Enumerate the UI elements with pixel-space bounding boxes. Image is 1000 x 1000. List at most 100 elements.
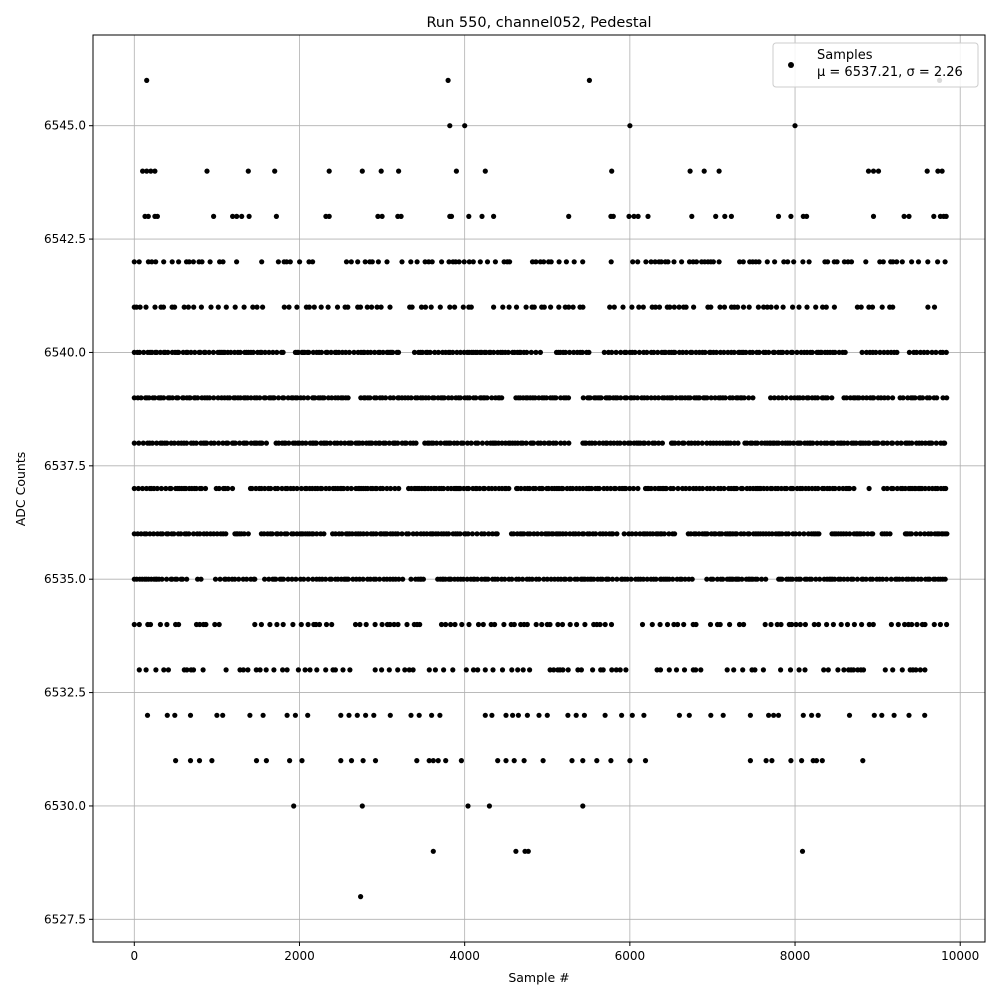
- data-point: [860, 667, 867, 673]
- data-point: [628, 576, 634, 582]
- data-point: [671, 304, 677, 310]
- data-point: [176, 621, 182, 628]
- data-point: [603, 531, 609, 537]
- data-point: [482, 712, 488, 718]
- data-point: [569, 758, 575, 764]
- data-point: [360, 576, 366, 582]
- data-point: [884, 576, 890, 582]
- data-point: [791, 440, 797, 446]
- data-point: [453, 168, 459, 174]
- data-point: [669, 395, 676, 401]
- data-point: [627, 440, 634, 446]
- data-point: [673, 395, 679, 401]
- data-point: [871, 712, 877, 718]
- y-tick-label: 6527.5: [44, 912, 86, 926]
- data-point: [850, 667, 857, 673]
- data-point: [789, 349, 796, 355]
- data-point: [610, 213, 616, 219]
- data-point: [834, 259, 840, 265]
- data-point: [708, 304, 714, 310]
- data-point: [223, 531, 229, 537]
- data-point: [842, 349, 848, 355]
- data-point: [928, 531, 934, 537]
- data-point: [306, 259, 312, 265]
- data-point: [683, 304, 689, 310]
- data-point: [691, 304, 697, 310]
- data-point: [305, 576, 311, 582]
- data-point: [372, 621, 378, 628]
- data-point: [652, 259, 658, 265]
- y-tick-label: 6542.5: [44, 232, 86, 246]
- data-point: [708, 395, 714, 401]
- data-point: [165, 349, 171, 355]
- data-point: [146, 395, 152, 401]
- data-point: [771, 395, 778, 401]
- data-point: [879, 304, 885, 310]
- data-point: [257, 395, 263, 401]
- data-point: [387, 712, 393, 718]
- data-point: [888, 576, 894, 582]
- data-point: [560, 667, 566, 673]
- data-point: [484, 395, 490, 401]
- data-point: [908, 531, 915, 537]
- data-point: [147, 531, 153, 537]
- data-point: [640, 576, 647, 582]
- data-point: [391, 621, 397, 628]
- data-point: [562, 440, 568, 446]
- data-point: [141, 349, 147, 355]
- data-point: [510, 531, 517, 537]
- data-point: [284, 712, 290, 718]
- y-tick-label: 6532.5: [44, 686, 86, 700]
- data-point: [602, 621, 608, 628]
- data-point: [581, 531, 587, 537]
- data-point: [917, 667, 923, 673]
- data-point: [378, 304, 384, 310]
- data-point: [153, 259, 159, 265]
- data-point: [567, 349, 573, 355]
- data-point: [408, 259, 414, 265]
- data-point: [358, 894, 364, 900]
- data-point: [359, 803, 365, 809]
- data-point: [769, 531, 775, 537]
- data-point: [368, 349, 374, 355]
- data-point: [870, 621, 876, 628]
- data-point: [462, 123, 468, 129]
- data-point: [548, 259, 554, 265]
- data-point: [437, 712, 443, 718]
- data-point: [633, 531, 639, 537]
- data-point: [741, 531, 747, 537]
- data-point: [764, 259, 770, 265]
- data-point: [721, 304, 728, 310]
- data-point: [602, 712, 608, 718]
- data-point: [408, 576, 414, 582]
- data-point: [197, 531, 203, 537]
- data-point: [511, 621, 517, 628]
- data-point: [262, 349, 268, 355]
- data-point: [832, 485, 838, 492]
- data-point: [262, 576, 268, 582]
- data-point: [792, 531, 799, 537]
- data-point: [275, 395, 282, 401]
- data-point: [274, 621, 280, 628]
- data-point: [580, 259, 586, 265]
- data-point: [244, 576, 250, 582]
- data-point: [203, 621, 209, 628]
- data-point: [245, 168, 251, 174]
- data-point: [747, 758, 754, 764]
- data-point: [426, 758, 432, 764]
- data-point: [165, 531, 171, 537]
- data-point: [614, 531, 620, 537]
- data-point: [775, 213, 782, 219]
- data-point: [461, 259, 467, 265]
- data-point: [509, 712, 516, 718]
- data-point: [870, 168, 877, 174]
- data-point: [354, 712, 360, 718]
- data-point: [576, 531, 582, 537]
- data-point: [241, 531, 247, 537]
- data-point: [890, 304, 896, 310]
- data-point: [682, 576, 688, 582]
- data-point: [212, 576, 219, 582]
- data-point: [679, 259, 685, 265]
- data-point: [845, 576, 851, 582]
- data-point: [149, 259, 155, 265]
